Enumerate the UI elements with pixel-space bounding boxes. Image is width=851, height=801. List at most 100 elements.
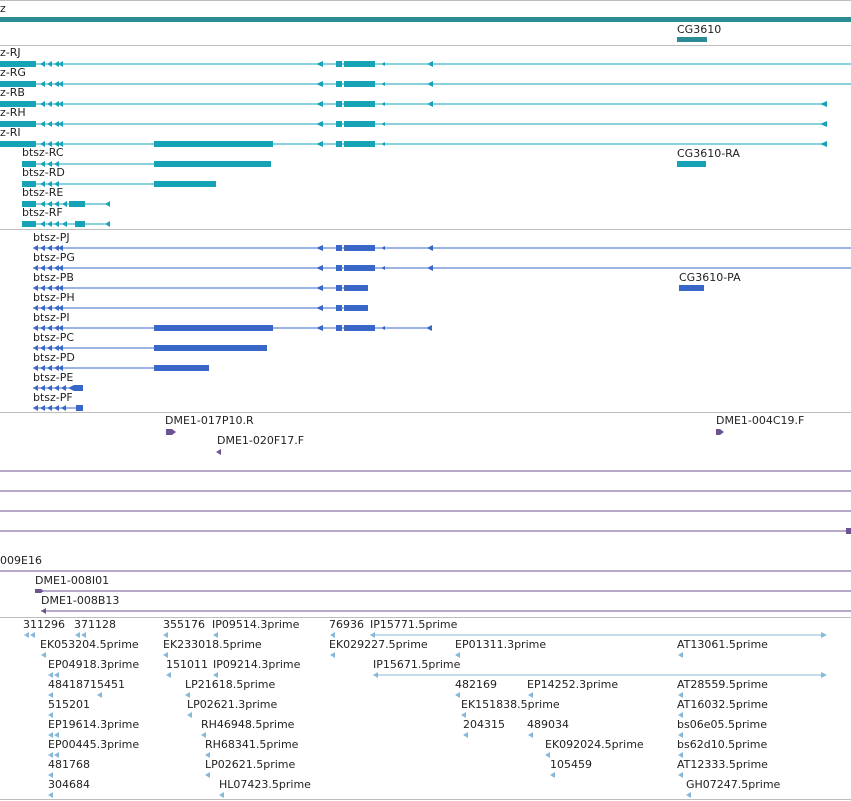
est-label: EP00445.3prime xyxy=(48,738,140,751)
clone-label: 009E16 xyxy=(0,554,42,567)
est-row-8[interactable] xyxy=(48,772,683,778)
est-label: 371128 xyxy=(74,618,116,631)
rna-transcript-rj[interactable] xyxy=(0,61,851,67)
clone-label: DME1-017P10.R xyxy=(165,414,254,427)
rna-transcript-rg[interactable] xyxy=(0,81,851,87)
protein-pi[interactable] xyxy=(33,325,432,331)
protein-pf[interactable] xyxy=(33,405,83,411)
track-separator xyxy=(0,617,851,618)
est-label: 105459 xyxy=(550,758,592,771)
transcript-label: z-RB xyxy=(0,86,25,99)
protein-label-cg3610-pa: CG3610-PA xyxy=(679,271,741,284)
est-label: EK053204.5prime xyxy=(40,638,139,651)
rna-transcript-rf[interactable] xyxy=(22,221,110,227)
est-label: EP14252.3prime xyxy=(527,678,619,691)
est-label: 204315 xyxy=(463,718,505,731)
transcript-label: z-RH xyxy=(0,106,26,119)
protein-label: btsz-PG xyxy=(33,251,75,264)
est-row-9[interactable] xyxy=(48,792,691,798)
clone-marker[interactable] xyxy=(846,528,851,534)
est-row-6[interactable] xyxy=(48,732,683,738)
track-separator xyxy=(0,45,851,46)
est-label: 151011 xyxy=(166,658,208,671)
clone-marker[interactable] xyxy=(216,449,221,455)
est-row-4[interactable] xyxy=(48,692,683,698)
est-row-7[interactable] xyxy=(48,752,683,758)
est-label: RH68341.5prime xyxy=(205,738,299,751)
protein-label: btsz-PD xyxy=(33,351,75,364)
est-label: 304684 xyxy=(48,778,90,791)
est-label: IP09514.3prime xyxy=(212,618,300,631)
protein-pd[interactable] xyxy=(33,365,209,371)
est-label: AT28559.5prime xyxy=(677,678,768,691)
est-label: 515201 xyxy=(48,698,90,711)
rna-transcript-re[interactable] xyxy=(22,201,110,207)
protein-cg3610-pa[interactable] xyxy=(679,285,704,291)
est-label: LP02621.5prime xyxy=(205,758,296,771)
est-label: bs62d10.5prime xyxy=(677,738,768,751)
est-row-3[interactable] xyxy=(48,672,827,678)
protein-pj[interactable] xyxy=(33,245,851,251)
est-label: AT12333.5prime xyxy=(677,758,768,771)
est-label: AT13061.5prime xyxy=(677,638,768,651)
protein-pe[interactable] xyxy=(33,385,83,391)
est-label: IP09214.3prime xyxy=(213,658,301,671)
est-label: AT16032.5prime xyxy=(677,698,768,711)
track-separator xyxy=(0,0,851,1)
clone-label: DME1-008I01 xyxy=(35,574,110,587)
transcript-label: z-RI xyxy=(0,126,21,139)
est-label: EP01311.3prime xyxy=(455,638,547,651)
rna-transcript-rh[interactable] xyxy=(0,121,827,127)
est-label: EK233018.5prime xyxy=(163,638,262,651)
est-row-5[interactable] xyxy=(48,712,683,718)
rna-transcript-rb[interactable] xyxy=(0,101,827,107)
est-label: LP21618.5prime xyxy=(185,678,276,691)
est-label: bs06e05.5prime xyxy=(677,718,768,731)
gene-bar-z[interactable] xyxy=(0,17,851,22)
est-label: EK029227.5prime xyxy=(329,638,428,651)
rna-transcript-cg3610-ra[interactable] xyxy=(677,161,706,167)
clone-label: DME1-008B13 xyxy=(41,594,120,607)
track-separator xyxy=(0,799,851,800)
est-label: 481768 xyxy=(48,758,90,771)
protein-ph[interactable] xyxy=(33,305,368,311)
protein-pc[interactable] xyxy=(33,345,267,351)
est-label: 311296 xyxy=(23,618,65,631)
track-separator xyxy=(0,412,851,413)
est-row-1[interactable] xyxy=(24,632,827,638)
transcript-label: z-RG xyxy=(0,66,26,79)
est-label: LP02621.3prime xyxy=(187,698,278,711)
protein-label: btsz-PB xyxy=(33,271,74,284)
protein-label: btsz-PF xyxy=(33,391,73,404)
protein-pg[interactable] xyxy=(33,265,851,271)
est-label: IP15671.5prime xyxy=(373,658,461,671)
est-row-2[interactable] xyxy=(41,652,683,658)
est-label: 482169 xyxy=(455,678,497,691)
transcript-label: btsz-RD xyxy=(22,166,65,179)
est-label: 489034 xyxy=(527,718,569,731)
clone-label: DME1-020F17.F xyxy=(217,434,305,447)
gene-bar-cg3610[interactable] xyxy=(677,37,707,42)
clone-marker[interactable] xyxy=(35,589,44,593)
protein-label: btsz-PI xyxy=(33,311,70,324)
clone-marker[interactable] xyxy=(716,429,724,435)
est-label: EP19614.3prime xyxy=(48,718,140,731)
est-label: EK092024.5prime xyxy=(545,738,644,751)
clone-marker[interactable] xyxy=(41,608,46,614)
rna-transcript-rc[interactable] xyxy=(22,161,271,167)
transcript-label: btsz-RF xyxy=(22,206,63,219)
protein-label: btsz-PJ xyxy=(33,231,70,244)
clone-label: DME1-004C19.F xyxy=(716,414,805,427)
clone-marker[interactable] xyxy=(166,429,176,435)
est-label: HL07423.5prime xyxy=(219,778,311,791)
est-label: RH46948.5prime xyxy=(201,718,295,731)
est-label: IP15771.5prime xyxy=(370,618,458,631)
rna-transcript-ri[interactable] xyxy=(0,141,827,147)
track-separator xyxy=(0,229,851,230)
est-label: EP04918.3prime xyxy=(48,658,140,671)
est-label: 76936 xyxy=(329,618,364,631)
transcript-label: btsz-RC xyxy=(22,146,64,159)
protein-pb[interactable] xyxy=(33,285,368,291)
rna-transcript-rd[interactable] xyxy=(22,181,216,187)
